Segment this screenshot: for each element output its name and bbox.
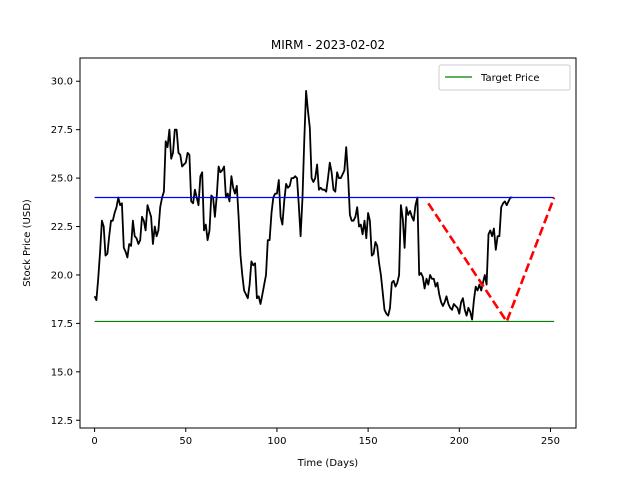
y-axis-ticks: 12.5 15.0 17.5 20.0 22.5 25.0 27.5 30.0 bbox=[51, 77, 80, 427]
y-tick-label: 30.0 bbox=[51, 77, 73, 88]
x-tick-label: 0 bbox=[91, 436, 97, 447]
y-tick-label: 12.5 bbox=[51, 416, 73, 427]
x-tick-label: 100 bbox=[267, 436, 286, 447]
legend-box bbox=[438, 64, 571, 91]
y-tick-label: 22.5 bbox=[51, 222, 73, 233]
x-tick-label: 200 bbox=[450, 436, 469, 447]
x-tick-label: 50 bbox=[179, 436, 192, 447]
chart-title: MIRM - 2023-02-02 bbox=[271, 38, 385, 52]
x-tick-label: 150 bbox=[359, 436, 378, 447]
plot-area bbox=[79, 57, 577, 429]
price-series-line bbox=[93, 90, 513, 321]
legend-label-target-price: Target Price bbox=[480, 73, 540, 84]
y-tick-label: 25.0 bbox=[51, 174, 73, 185]
y-tick-label: 17.5 bbox=[51, 319, 73, 330]
series-layer bbox=[93, 90, 556, 325]
plot-frame bbox=[79, 57, 577, 429]
legend: Target Price bbox=[438, 64, 571, 91]
trend-dashed-line bbox=[427, 197, 556, 325]
x-tick-label: 250 bbox=[541, 436, 560, 447]
y-tick-label: 15.0 bbox=[51, 367, 73, 378]
y-tick-label: 20.0 bbox=[51, 270, 73, 281]
x-axis-label: Time (Days) bbox=[297, 458, 359, 469]
y-tick-label: 27.5 bbox=[51, 125, 73, 136]
x-axis-ticks: 0 50 100 150 200 250 bbox=[91, 428, 560, 447]
y-axis-label: Stock Price (USD) bbox=[22, 199, 33, 287]
